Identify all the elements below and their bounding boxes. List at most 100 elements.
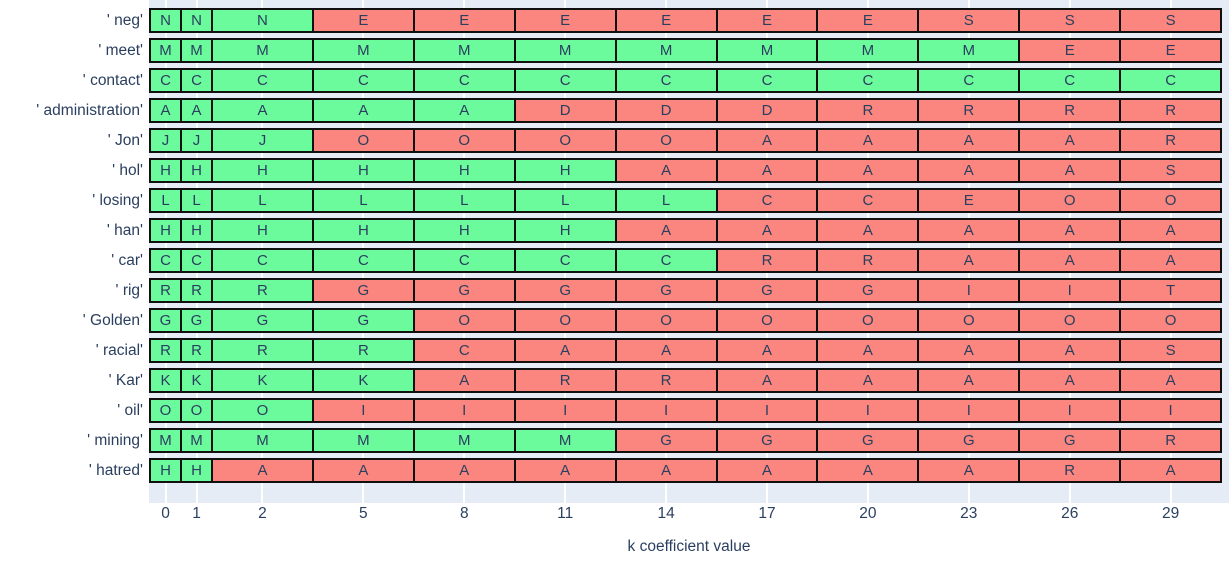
grid-cell: E	[311, 8, 415, 33]
grid-cell: R	[180, 338, 213, 363]
grid-cell: S	[1119, 8, 1223, 33]
grid-cell: M	[513, 428, 617, 453]
grid-cell: T	[1119, 278, 1223, 303]
table-row: ' car' C C C C C C C R R A A A	[0, 248, 1232, 273]
x-tick-label: 5	[359, 505, 368, 522]
grid-cell: C	[412, 68, 516, 93]
grid-cell: R	[1119, 128, 1223, 153]
grid-cell: O	[513, 128, 617, 153]
grid-cell: G	[513, 278, 617, 303]
grid-cell: A	[311, 458, 415, 483]
grid-cell: M	[513, 38, 617, 63]
x-tick-label: 23	[960, 505, 978, 522]
table-row: ' losing' L L L L L L L C C E O O	[0, 188, 1232, 213]
grid-cell: C	[715, 188, 819, 213]
grid-cell: H	[149, 458, 182, 483]
grid-cell: M	[180, 428, 213, 453]
grid-cell: I	[412, 398, 516, 423]
row-label: ' losing'	[92, 191, 143, 209]
grid-cell: C	[1119, 68, 1223, 93]
grid-cell: A	[614, 158, 718, 183]
grid-cell: I	[513, 398, 617, 423]
grid-cell: G	[412, 278, 516, 303]
grid-cell: A	[917, 158, 1021, 183]
grid-cell: G	[715, 278, 819, 303]
grid-cell: A	[715, 158, 819, 183]
grid-cell: R	[211, 338, 314, 363]
table-row: ' administration' A A A A A D D D R R R R	[0, 98, 1232, 123]
grid-cell: H	[180, 458, 213, 483]
grid-cell: C	[816, 68, 920, 93]
grid-cell: H	[311, 158, 415, 183]
grid-cell: S	[1119, 158, 1223, 183]
grid-cell: A	[614, 338, 718, 363]
grid-cell: N	[211, 8, 314, 33]
grid-cell: G	[311, 308, 415, 333]
grid-cell: O	[917, 308, 1021, 333]
grid-cell: A	[211, 98, 314, 123]
heatmap-rows: ' neg' N N N E E E E E E S S S ' meet' M M M M M M M M M M E E ' c…	[0, 8, 1232, 488]
grid-cell: S	[917, 8, 1021, 33]
grid-cell: O	[513, 308, 617, 333]
grid-cell: A	[715, 128, 819, 153]
grid-cell: A	[614, 218, 718, 243]
grid-cell: O	[1119, 188, 1223, 213]
grid-cell: M	[180, 38, 213, 63]
grid-cell: C	[311, 248, 415, 273]
x-tick-label: 0	[161, 505, 170, 522]
grid-cell: O	[311, 128, 415, 153]
grid-cell: M	[412, 38, 516, 63]
grid-cell: O	[149, 398, 182, 423]
grid-cell: A	[1018, 248, 1122, 273]
grid-cell: S	[1119, 338, 1223, 363]
grid-cell: O	[211, 398, 314, 423]
grid-cell: A	[513, 338, 617, 363]
grid-cell: H	[513, 158, 617, 183]
grid-cell: S	[1018, 8, 1122, 33]
grid-cell: G	[614, 428, 718, 453]
grid-cell: M	[614, 38, 718, 63]
grid-cell: C	[614, 248, 718, 273]
grid-cell: A	[715, 368, 819, 393]
grid-cell: H	[180, 218, 213, 243]
x-tick-label: 8	[459, 505, 469, 522]
grid-cell: E	[614, 8, 718, 33]
grid-cell: G	[715, 428, 819, 453]
grid-cell: H	[513, 218, 617, 243]
grid-cell: R	[816, 248, 920, 273]
grid-cell: C	[211, 248, 314, 273]
grid-cell: M	[816, 38, 920, 63]
grid-cell: R	[917, 98, 1021, 123]
grid-cell: R	[715, 248, 819, 273]
grid-cell: A	[1018, 158, 1122, 183]
grid-cell: A	[917, 248, 1021, 273]
grid-cell: C	[211, 68, 314, 93]
grid-cell: A	[816, 218, 920, 243]
grid-cell: N	[149, 8, 182, 33]
grid-cell: I	[614, 398, 718, 423]
grid-cell: A	[180, 98, 213, 123]
table-row: ' oil' O O O I I I I I I I I I	[0, 398, 1232, 423]
table-row: ' racial' R R R R C A A A A A A S	[0, 338, 1232, 363]
grid-cell: C	[513, 68, 617, 93]
grid-cell: H	[149, 218, 182, 243]
x-tick-label: 11	[557, 505, 574, 522]
grid-cell: O	[1018, 188, 1122, 213]
grid-cell: I	[1119, 398, 1223, 423]
grid-cell: A	[1119, 458, 1223, 483]
grid-cell: H	[211, 218, 314, 243]
grid-cell: A	[211, 458, 314, 483]
grid-cell: K	[211, 368, 314, 393]
grid-cell: R	[149, 278, 182, 303]
grid-cell: C	[513, 248, 617, 273]
grid-cell: H	[412, 218, 516, 243]
grid-cell: R	[1119, 98, 1223, 123]
grid-cell: C	[917, 68, 1021, 93]
table-row: ' neg' N N N E E E E E E S S S	[0, 8, 1232, 33]
row-label: ' neg'	[106, 11, 143, 29]
grid-cell: A	[1018, 338, 1122, 363]
table-row: ' contact' C C C C C C C C C C C C	[0, 68, 1232, 93]
